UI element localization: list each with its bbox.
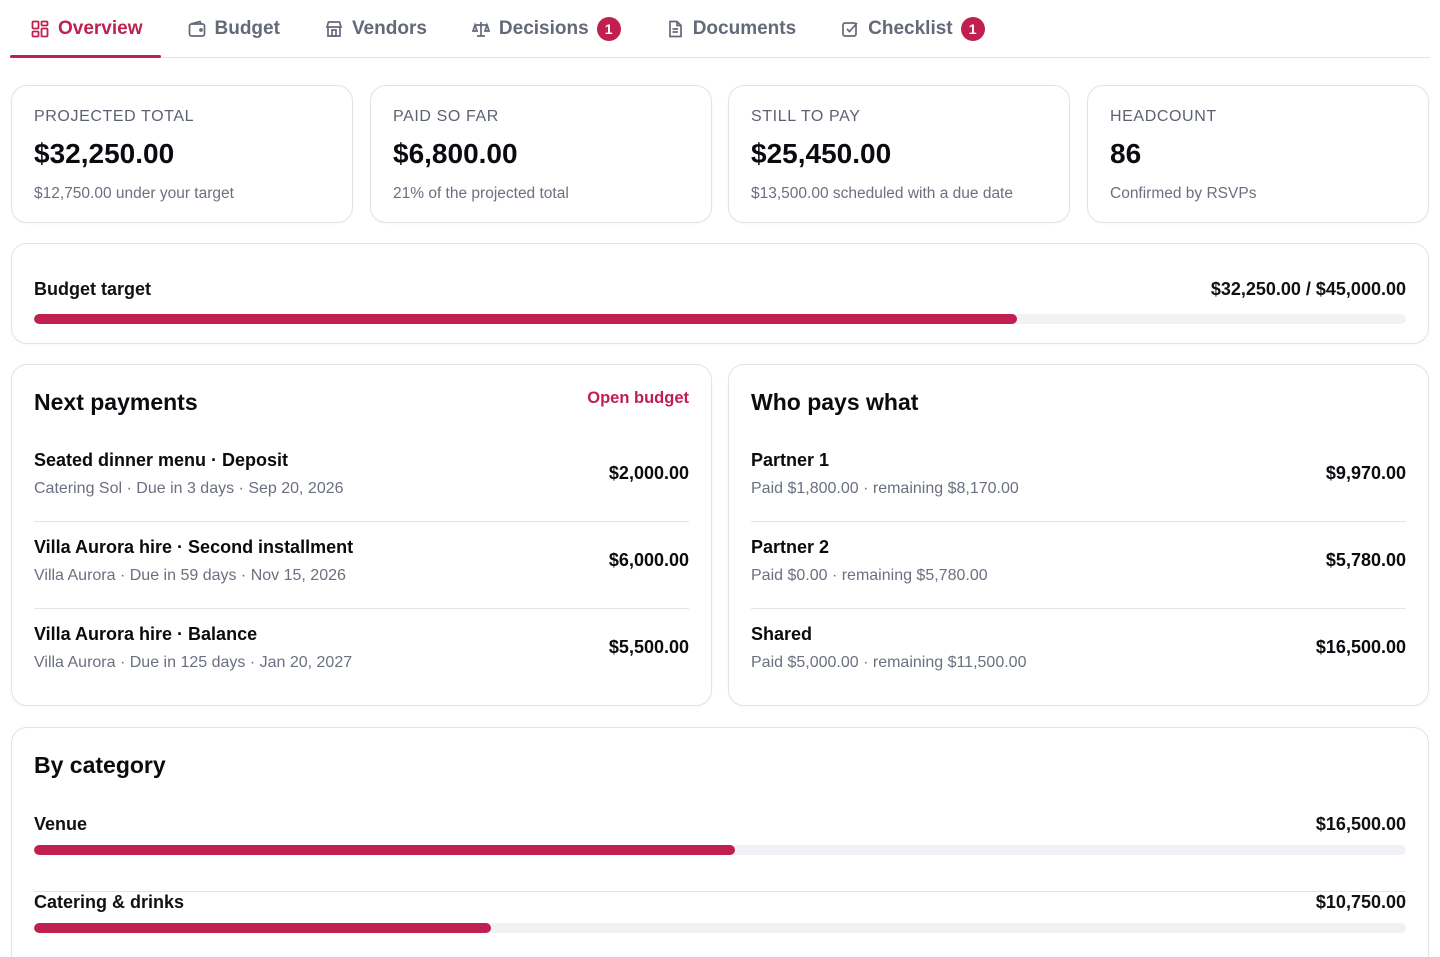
category-progress-track (34, 845, 1406, 855)
payment-title: Villa Aurora hire · Balance (34, 624, 258, 644)
payer-amount: $5,780.00 (1325, 550, 1406, 570)
budget-target-card: Budget target $32,250.00 / $45,000.00 (11, 243, 1429, 344)
stat-subtext: $13,500.00 scheduled with a due date (751, 185, 1013, 202)
dashboard-grid-icon (30, 19, 50, 39)
payer-row: Partner 2 Paid $0.00 · remaining $5,780.… (751, 522, 1406, 609)
stat-card-paid-so-far: PAID SO FAR $6,800.00 21% of the project… (370, 85, 712, 223)
budget-progress-fill (34, 314, 1018, 324)
tab-label: Overview (58, 17, 143, 39)
payment-meta: Catering Sol · Due in 3 days · Sep 20, 2… (34, 480, 344, 497)
stat-subtext: $12,750.00 under your target (34, 185, 234, 202)
payer-amount: $9,970.00 (1325, 463, 1406, 483)
tab-label: Vendors (351, 17, 427, 39)
payment-amount: $5,500.00 (608, 637, 689, 657)
checkbox-icon (840, 19, 860, 39)
category-row-venue: Venue $16,500.00 (34, 814, 1406, 892)
stat-label: PROJECTED TOTAL (34, 108, 195, 125)
stat-subtext: 21% of the projected total (393, 185, 569, 202)
storefront-icon (324, 19, 344, 39)
category-name: Venue (34, 814, 88, 834)
category-progress-fill (34, 923, 491, 933)
stat-value: 86 (1110, 138, 1142, 169)
stat-label: HEADCOUNT (1110, 108, 1217, 125)
category-progress-track (34, 923, 1406, 933)
budget-progress-track (34, 314, 1406, 324)
category-row-catering: Catering & drinks $10,750.00 (34, 892, 1406, 957)
payer-name: Shared (751, 624, 813, 644)
payment-meta: Villa Aurora · Due in 125 days · Jan 20,… (34, 654, 353, 671)
document-icon (665, 19, 685, 39)
tab-label: Budget (214, 17, 280, 39)
budget-target-value: $32,250.00 / $45,000.00 (1210, 279, 1406, 299)
stat-value: $25,450.00 (751, 138, 892, 169)
tab-decisions[interactable]: Decisions 1 (451, 0, 639, 57)
payment-row[interactable]: Seated dinner menu · Deposit Catering So… (34, 435, 689, 522)
stat-value: $6,800.00 (393, 138, 518, 169)
tab-documents[interactable]: Documents (645, 0, 814, 57)
stat-card-headcount: HEADCOUNT 86 Confirmed by RSVPs (1087, 85, 1429, 223)
next-payments-card: Next payments Open budget Seated dinner … (11, 364, 712, 706)
payer-row: Partner 1 Paid $1,800.00 · remaining $8,… (751, 435, 1406, 522)
category-name: Catering & drinks (34, 892, 185, 912)
tab-checklist[interactable]: Checklist 1 (820, 0, 1002, 57)
category-value: $16,500.00 (1315, 814, 1406, 834)
payments-list: Seated dinner menu · Deposit Catering So… (34, 435, 689, 696)
payer-meta: Paid $5,000.00 · remaining $11,500.00 (751, 654, 1027, 671)
tab-vendors[interactable]: Vendors (304, 0, 445, 57)
stat-card-projected-total: PROJECTED TOTAL $32,250.00 $12,750.00 un… (11, 85, 353, 223)
payer-meta: Paid $1,800.00 · remaining $8,170.00 (751, 480, 1019, 497)
payer-amount: $16,500.00 (1315, 637, 1406, 657)
category-progress-fill (34, 845, 736, 855)
payment-row[interactable]: Villa Aurora hire · Balance Villa Aurora… (34, 609, 689, 696)
tab-label: Documents (692, 17, 797, 39)
tab-label: Checklist (868, 17, 953, 39)
payer-row: Shared Paid $5,000.00 · remaining $11,50… (751, 609, 1406, 696)
by-category-title: By category (34, 752, 166, 778)
stat-subtext: Confirmed by RSVPs (1110, 185, 1257, 202)
payer-name: Partner 2 (751, 537, 830, 557)
tab-bar: Overview Budget Vendors Decisions 1 Docu… (10, 0, 1430, 58)
tab-budget[interactable]: Budget (167, 0, 298, 57)
payment-amount: $2,000.00 (608, 463, 689, 483)
who-pays-card: Who pays what Partner 1 Paid $1,800.00 ·… (728, 364, 1429, 706)
payers-list: Partner 1 Paid $1,800.00 · remaining $8,… (751, 435, 1406, 696)
next-payments-title: Next payments (34, 389, 198, 415)
category-value: $10,750.00 (1315, 892, 1406, 912)
decisions-count-badge: 1 (596, 16, 621, 41)
stat-value: $32,250.00 (34, 138, 175, 169)
stat-label: PAID SO FAR (393, 108, 499, 125)
who-pays-title: Who pays what (751, 389, 919, 415)
tab-overview[interactable]: Overview (10, 0, 161, 58)
budget-target-label: Budget target (34, 279, 151, 299)
tab-label: Decisions (498, 17, 589, 39)
stat-card-still-to-pay: STILL TO PAY $25,450.00 $13,500.00 sched… (728, 85, 1070, 223)
payer-meta: Paid $0.00 · remaining $5,780.00 (751, 567, 988, 584)
payment-amount: $6,000.00 (608, 550, 689, 570)
payment-row[interactable]: Villa Aurora hire · Second installment V… (34, 522, 689, 609)
checklist-count-badge: 1 (960, 16, 985, 41)
payer-name: Partner 1 (751, 450, 830, 470)
payment-title: Seated dinner menu · Deposit (34, 450, 289, 470)
payment-meta: Villa Aurora · Due in 59 days · Nov 15, … (34, 567, 346, 584)
stat-label: STILL TO PAY (751, 108, 861, 125)
open-budget-link[interactable]: Open budget (587, 389, 689, 407)
payment-title: Villa Aurora hire · Second installment (34, 537, 354, 557)
scale-icon (471, 19, 491, 39)
wallet-icon (187, 19, 207, 39)
by-category-card: By category Venue $16,500.00 Catering & … (11, 727, 1429, 957)
